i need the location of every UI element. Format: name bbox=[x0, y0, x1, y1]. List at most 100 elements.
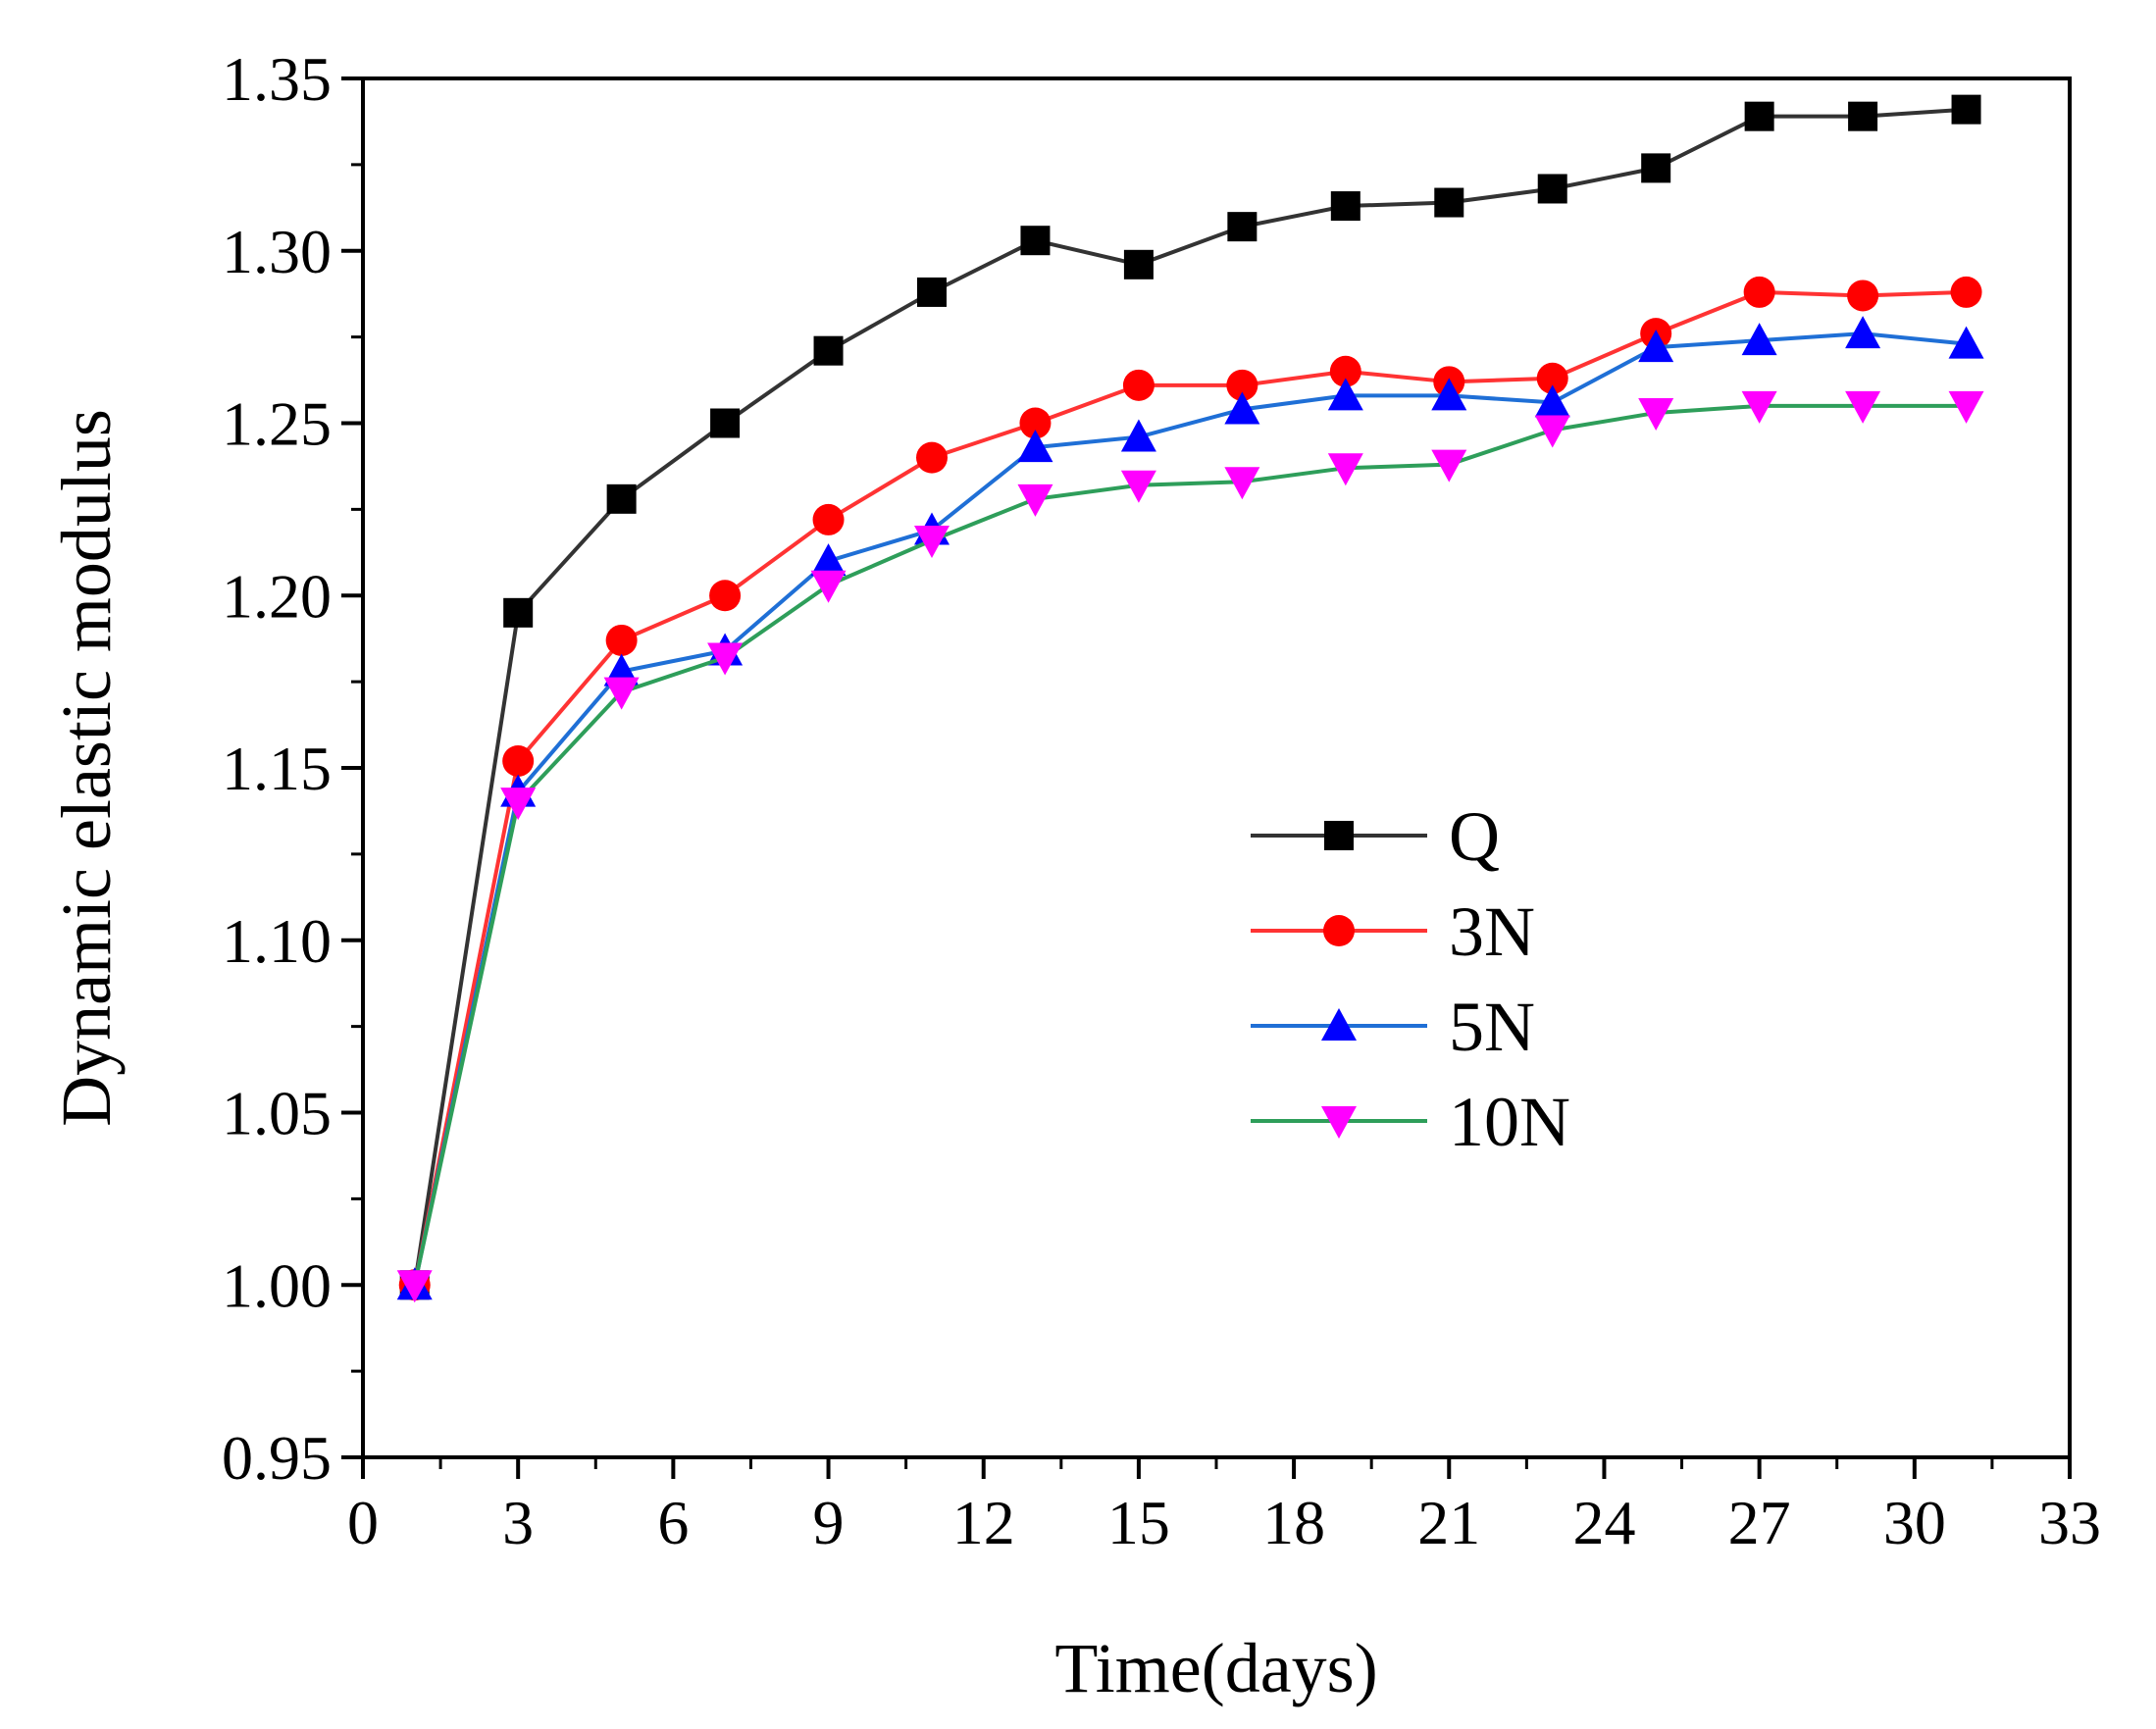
data-point-Q bbox=[1537, 174, 1567, 204]
data-point-5N bbox=[1638, 330, 1674, 363]
data-point-3N bbox=[605, 624, 638, 656]
data-point-Q bbox=[1434, 187, 1464, 218]
data-point-3N bbox=[812, 503, 845, 535]
y-tick-label: 1.35 bbox=[222, 44, 332, 114]
x-tick-label: 9 bbox=[813, 1488, 845, 1557]
x-tick-label: 27 bbox=[1728, 1488, 1791, 1557]
data-point-5N bbox=[1327, 378, 1363, 411]
data-point-Q bbox=[710, 408, 741, 438]
legend-marker bbox=[1321, 1008, 1357, 1041]
legend-label: Q bbox=[1449, 797, 1500, 876]
data-point-Q bbox=[1330, 191, 1360, 222]
data-point-5N bbox=[1534, 384, 1570, 418]
legend-item-3N: 3N bbox=[1251, 892, 1535, 971]
data-point-10N bbox=[500, 788, 537, 821]
y-tick-label: 1.30 bbox=[222, 217, 332, 286]
series-layer bbox=[396, 94, 1984, 1303]
data-point-3N bbox=[1950, 276, 1982, 308]
legend-item-10N: 10N bbox=[1251, 1083, 1570, 1161]
data-point-10N bbox=[1534, 415, 1570, 448]
data-point-3N bbox=[1226, 369, 1258, 401]
y-tick-label: 0.95 bbox=[222, 1423, 332, 1493]
series-3N bbox=[398, 276, 1982, 1301]
data-point-3N bbox=[1122, 369, 1155, 401]
y-tick-label: 1.25 bbox=[222, 389, 332, 459]
x-tick-label: 33 bbox=[2038, 1488, 2101, 1557]
data-point-3N bbox=[502, 744, 535, 777]
data-point-Q bbox=[1227, 212, 1258, 242]
data-point-5N bbox=[1120, 419, 1156, 452]
data-point-Q bbox=[1123, 249, 1154, 280]
data-point-5N bbox=[1224, 391, 1260, 425]
series-Q bbox=[399, 94, 1981, 1300]
series-line-5N bbox=[412, 331, 1967, 1286]
x-tick-label: 15 bbox=[1107, 1488, 1170, 1557]
legend-item-Q: Q bbox=[1251, 797, 1500, 876]
data-point-10N bbox=[603, 677, 640, 710]
data-point-5N bbox=[1431, 378, 1467, 411]
legend-label: 3N bbox=[1449, 892, 1535, 971]
data-point-3N bbox=[916, 441, 948, 474]
data-point-Q bbox=[1744, 101, 1774, 131]
data-point-5N bbox=[1948, 326, 1984, 359]
x-tick-label: 21 bbox=[1417, 1488, 1480, 1557]
y-tick-label: 1.05 bbox=[222, 1079, 332, 1148]
data-point-10N bbox=[1327, 453, 1363, 486]
x-tick-label: 6 bbox=[657, 1488, 689, 1557]
x-axis-title: Time(days) bbox=[1054, 1629, 1377, 1707]
data-point-3N bbox=[1743, 276, 1775, 308]
x-tick-label: 18 bbox=[1262, 1488, 1325, 1557]
series-line-10N bbox=[412, 403, 1967, 1286]
data-point-3N bbox=[1536, 362, 1568, 394]
data-point-10N bbox=[396, 1270, 433, 1303]
legend: Q 3N 5N 10N bbox=[1251, 797, 1570, 1161]
data-point-Q bbox=[1641, 153, 1671, 183]
y-tick-label: 1.15 bbox=[222, 734, 332, 803]
x-tick-label: 3 bbox=[502, 1488, 534, 1557]
data-point-10N bbox=[1741, 390, 1777, 424]
y-axis: 0.95 1.00 1.05 1.10 1.15 1.20 1.25 1.30 1.35 bbox=[222, 44, 363, 1493]
legend-marker bbox=[1321, 1106, 1357, 1139]
data-point-10N bbox=[707, 642, 744, 676]
x-tick-label: 30 bbox=[1883, 1488, 1946, 1557]
legend-item-5N: 5N bbox=[1251, 988, 1535, 1066]
data-point-Q bbox=[917, 277, 947, 307]
legend-marker bbox=[1323, 915, 1355, 946]
x-tick-label: 24 bbox=[1572, 1488, 1635, 1557]
x-tick-label: 12 bbox=[952, 1488, 1015, 1557]
data-point-5N bbox=[1741, 323, 1777, 356]
data-point-10N bbox=[1845, 390, 1881, 424]
data-point-5N bbox=[1017, 430, 1053, 463]
data-point-3N bbox=[709, 580, 742, 612]
data-point-Q bbox=[1951, 94, 1981, 125]
data-point-Q bbox=[1848, 101, 1878, 131]
data-point-10N bbox=[810, 570, 847, 603]
data-point-10N bbox=[1017, 483, 1053, 517]
series-5N bbox=[396, 316, 1984, 1300]
y-tick-label: 1.00 bbox=[222, 1250, 332, 1320]
x-tick-label: 0 bbox=[347, 1488, 379, 1557]
data-point-Q bbox=[606, 483, 637, 514]
plot-frame bbox=[361, 76, 2072, 1459]
data-point-Q bbox=[503, 597, 534, 628]
data-point-3N bbox=[1847, 280, 1879, 312]
data-point-10N bbox=[1638, 397, 1674, 431]
legend-marker bbox=[1324, 821, 1354, 850]
x-axis: 0 3 6 9 12 15 18 21 24 27 30 33 bbox=[347, 1457, 2101, 1557]
series-10N bbox=[396, 390, 1984, 1303]
legend-label: 10N bbox=[1449, 1083, 1570, 1161]
legend-label: 5N bbox=[1449, 988, 1535, 1066]
data-point-10N bbox=[1224, 467, 1260, 500]
data-point-10N bbox=[1431, 449, 1467, 483]
series-line-3N bbox=[412, 289, 1967, 1286]
data-point-10N bbox=[1120, 470, 1156, 503]
y-axis-title: Dynamic elastic modulus bbox=[47, 409, 126, 1127]
data-point-10N bbox=[1948, 390, 1984, 424]
data-point-10N bbox=[914, 526, 950, 559]
data-point-3N bbox=[1329, 355, 1361, 387]
y-tick-label: 1.10 bbox=[222, 906, 332, 976]
data-point-Q bbox=[1020, 226, 1051, 256]
data-point-Q bbox=[813, 335, 844, 366]
series-line-Q bbox=[412, 107, 1967, 1286]
